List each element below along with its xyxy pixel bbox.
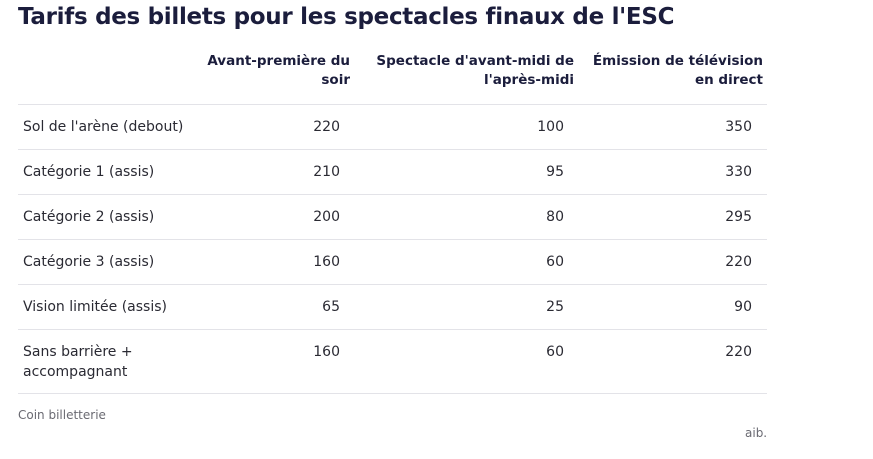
- table-cell: 80: [546, 209, 564, 225]
- table-cell: 160: [313, 344, 340, 360]
- table-cell: 210: [313, 164, 340, 180]
- table-cell: 295: [725, 209, 752, 225]
- table-cell: 25: [546, 299, 564, 315]
- row-label: Catégorie 3 (assis): [23, 254, 155, 270]
- row-label: Sans barrière + accompagnant: [23, 344, 133, 380]
- table-cell: 220: [725, 254, 752, 270]
- chart-title: Tarifs des billets pour les spectacles f…: [18, 4, 675, 30]
- row-label: Catégorie 2 (assis): [23, 209, 155, 225]
- table-cell: 220: [313, 119, 340, 135]
- table-cell: 330: [725, 164, 752, 180]
- row-label: Vision limitée (assis): [23, 299, 167, 315]
- row-label: Catégorie 1 (assis): [23, 164, 155, 180]
- price-table: Avant-première du soir Spectacle d'avant…: [18, 52, 767, 394]
- source-note: Coin billetterie: [18, 408, 106, 422]
- table-row: Catégorie 3 (assis) 160 60 220: [18, 240, 767, 285]
- table-cell: 200: [313, 209, 340, 225]
- table-header-row: Avant-première du soir Spectacle d'avant…: [18, 52, 767, 105]
- table-cell: 350: [725, 119, 752, 135]
- row-label: Sol de l'arène (debout): [23, 119, 184, 135]
- table-cell: 100: [537, 119, 564, 135]
- column-header-evening-preview: Avant-première du soir: [207, 53, 350, 88]
- credit-note: aib.: [745, 426, 768, 440]
- table-cell: 95: [546, 164, 564, 180]
- table-row: Sol de l'arène (debout) 220 100 350: [18, 105, 767, 150]
- table-row: Catégorie 2 (assis) 200 80 295: [18, 195, 767, 240]
- table-cell: 60: [546, 344, 564, 360]
- table-cell: 90: [734, 299, 752, 315]
- column-header-live-tv-show: Émission de télévision en direct: [592, 53, 763, 88]
- table-cell: 60: [546, 254, 564, 270]
- column-header-afternoon-show: Spectacle d'avant-midi de l'après-midi: [376, 53, 574, 88]
- table-cell: 160: [313, 254, 340, 270]
- table-cell: 65: [322, 299, 340, 315]
- table-row: Sans barrière + accompagnant 160 60 220: [18, 330, 767, 394]
- table-cell: 220: [725, 344, 752, 360]
- table-row: Catégorie 1 (assis) 210 95 330: [18, 150, 767, 195]
- table-row: Vision limitée (assis) 65 25 90: [18, 285, 767, 330]
